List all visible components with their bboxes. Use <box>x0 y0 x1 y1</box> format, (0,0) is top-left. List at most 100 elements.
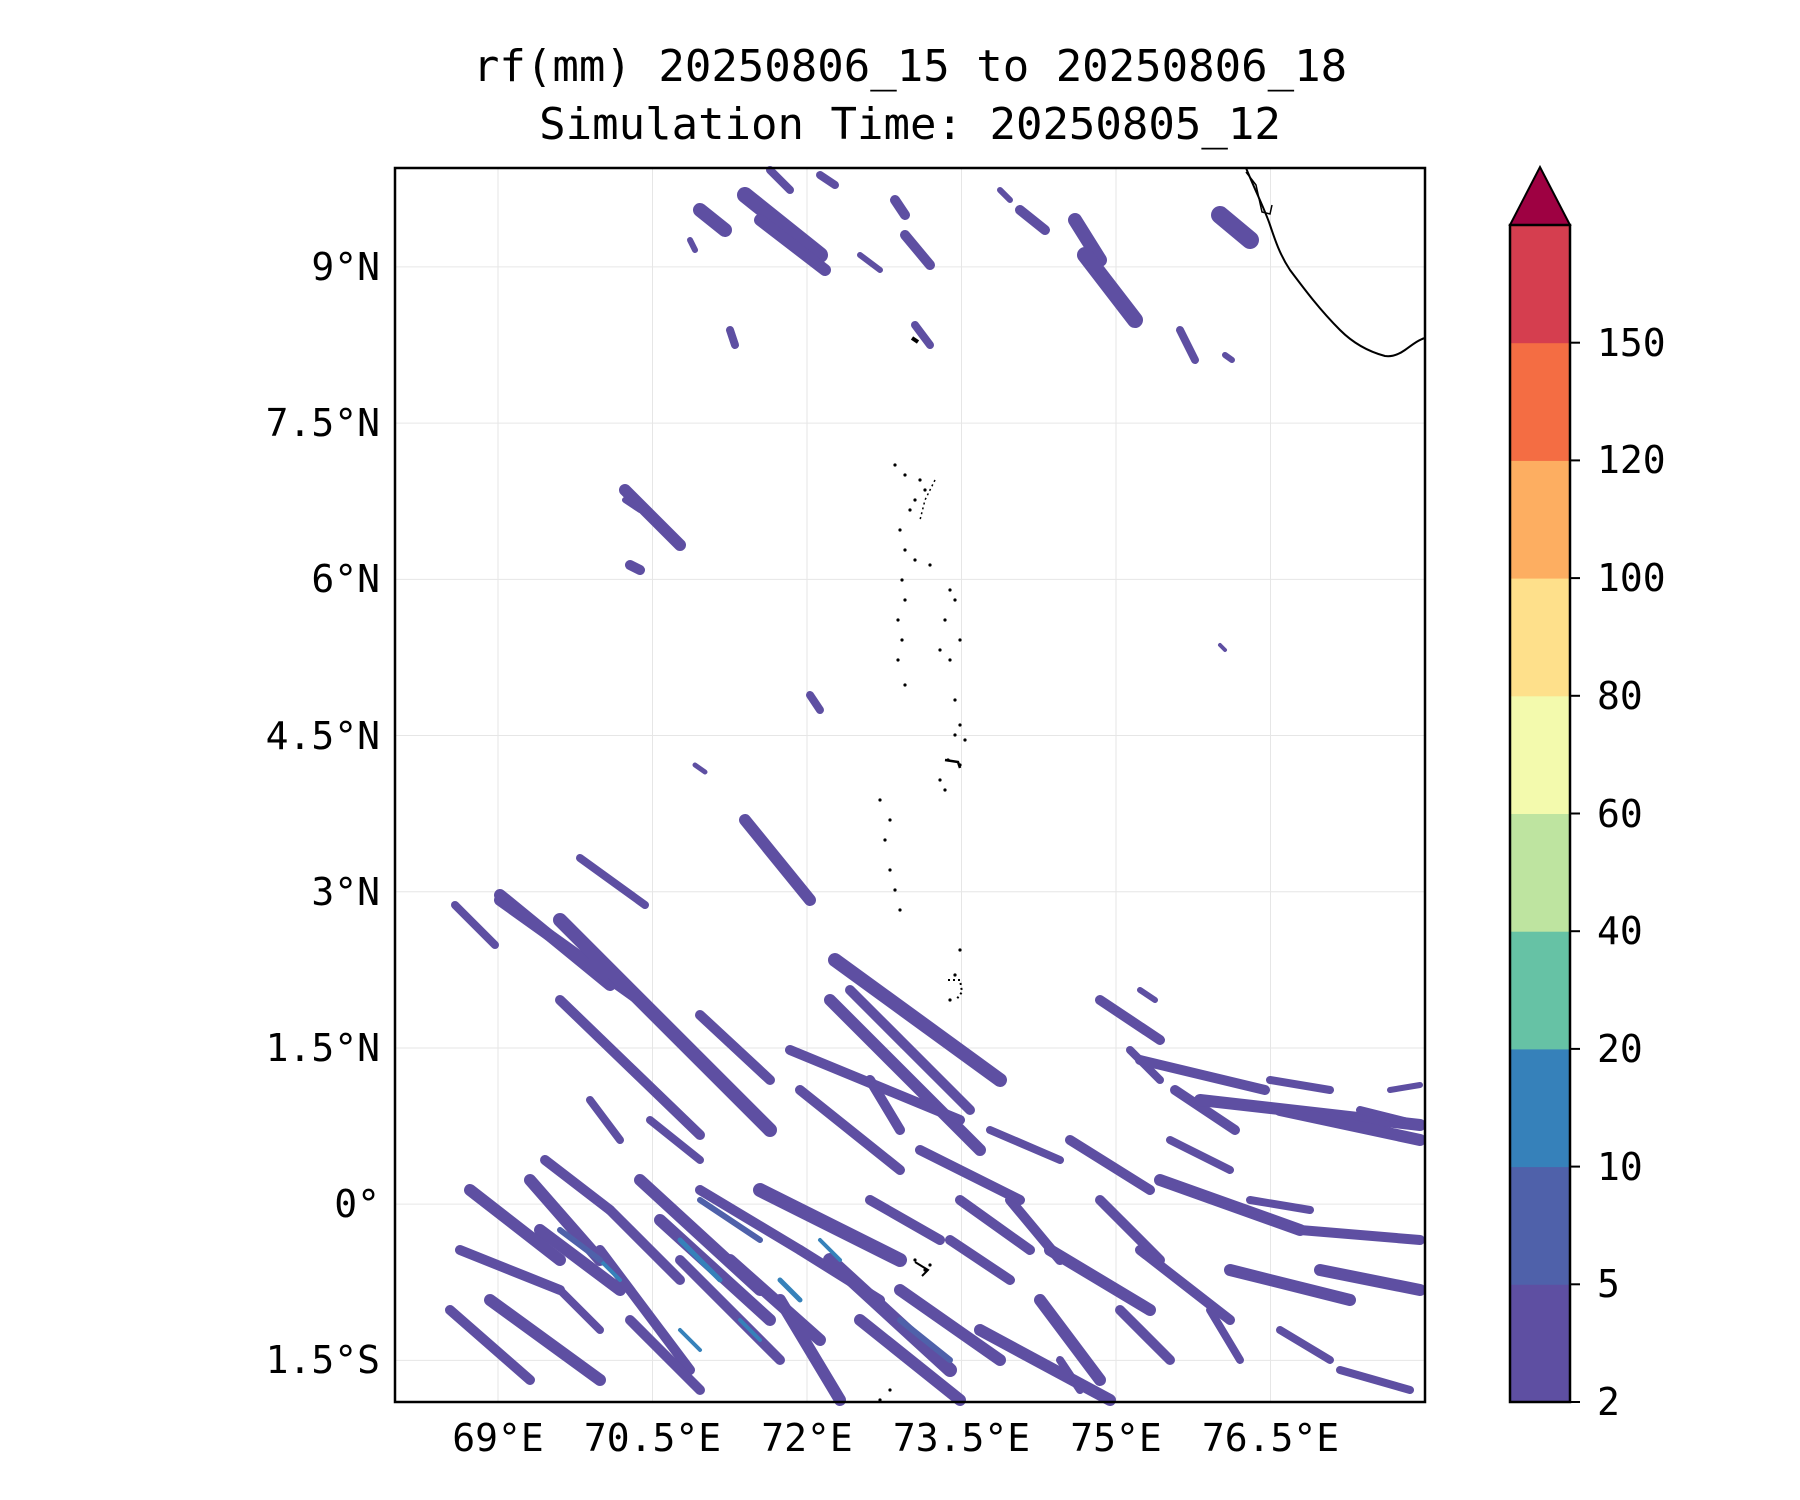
rain-streak <box>625 1315 705 1395</box>
rain-streak <box>451 901 499 949</box>
rain-streak <box>1176 326 1199 364</box>
rain-streak <box>697 1197 763 1243</box>
lon-tick-label: 72°E <box>761 1416 853 1460</box>
island-marker <box>888 818 892 822</box>
island-marker <box>943 618 947 622</box>
rain-streak <box>1056 1356 1084 1394</box>
island-marker <box>953 733 957 737</box>
rainfall-contours <box>445 166 1426 1406</box>
island-marker <box>913 498 917 502</box>
lat-tick-label: 4.5°N <box>265 713 380 758</box>
rain-streak <box>695 1010 775 1085</box>
rain-streak <box>1044 1244 1156 1316</box>
atoll-outline <box>944 758 962 769</box>
colorbar-segment <box>1510 342 1570 461</box>
rain-streak <box>1246 1196 1314 1214</box>
rain-streak <box>693 203 732 237</box>
rain-streak <box>955 1195 1035 1255</box>
island-marker <box>948 588 952 592</box>
lon-tick-label: 75°E <box>1070 1416 1162 1460</box>
rain-streak <box>894 1284 1006 1366</box>
lat-tick-label: 3°N <box>311 869 380 914</box>
rain-streak <box>695 1185 805 1255</box>
rain-streak <box>622 497 643 513</box>
rain-streak <box>824 994 986 1156</box>
rain-streak <box>553 913 777 1137</box>
rain-streak <box>897 1317 953 1363</box>
rain-streak <box>455 1245 565 1295</box>
rain-streak <box>540 1155 615 1215</box>
rain-streak <box>677 1237 723 1283</box>
rain-streak <box>766 166 794 194</box>
rain-streak <box>1218 643 1227 652</box>
rain-streak <box>795 1085 905 1175</box>
colorbar-tick-label: 5 <box>1597 1262 1620 1307</box>
rain-streak <box>1077 247 1143 328</box>
island-marker <box>913 558 917 562</box>
lat-tick-label: 0° <box>334 1182 380 1227</box>
rain-streak <box>828 953 1007 1087</box>
lon-tick-label: 73.5°E <box>892 1416 1031 1460</box>
lat-tick-label: 6°N <box>311 557 380 602</box>
rain-streak <box>1068 213 1107 267</box>
island-marker <box>903 473 907 477</box>
rain-streak <box>777 1277 803 1303</box>
rain-streak <box>1266 1076 1334 1094</box>
colorbar-segment <box>1510 578 1570 697</box>
island-marker <box>898 528 902 532</box>
lagoon-coastline <box>1245 171 1273 215</box>
map-frame <box>393 166 1427 1404</box>
rain-streak <box>1135 1245 1235 1325</box>
colorbar-segment <box>1510 1048 1570 1168</box>
island-marker <box>948 658 952 662</box>
island-marker <box>893 463 897 467</box>
rain-streak <box>1274 1104 1426 1146</box>
colorbar-tick-label: 2 <box>1597 1380 1620 1424</box>
rain-streak <box>654 1214 776 1326</box>
island-marker <box>898 908 902 912</box>
rain-streak <box>785 1045 965 1125</box>
lon-tick-label: 70.5°E <box>583 1416 722 1460</box>
rain-streak <box>774 1294 846 1406</box>
rain-streak <box>854 1314 966 1406</box>
coastlines <box>878 167 1426 1402</box>
rain-streak <box>845 985 975 1115</box>
rain-streak <box>445 1305 535 1385</box>
rain-streak <box>900 230 935 270</box>
rain-streak <box>754 214 831 276</box>
rain-streak <box>816 171 839 189</box>
rain-streak <box>974 1324 1116 1406</box>
island-marker <box>896 618 900 622</box>
island-marker <box>928 1263 932 1267</box>
colorbar-segment <box>1510 460 1570 579</box>
island-marker <box>923 488 927 492</box>
rain-streak <box>1115 1305 1175 1365</box>
rain-streak <box>1387 1082 1423 1093</box>
rain-streak <box>1336 1366 1414 1394</box>
island-marker <box>938 778 942 782</box>
atoll-outline <box>948 979 964 1001</box>
island-marker <box>896 658 900 662</box>
rain-streak <box>1224 1264 1356 1306</box>
rain-streak <box>1137 987 1158 1003</box>
rain-streak <box>576 854 649 909</box>
colorbar-segment <box>1510 1166 1570 1285</box>
rain-streak <box>678 1328 702 1352</box>
rain-streak <box>675 1255 785 1365</box>
atoll-outline <box>914 1261 930 1277</box>
lat-tick-label: 7.5°N <box>265 401 380 446</box>
colorbar-tick-label: 150 <box>1597 320 1666 365</box>
island-marker <box>888 868 892 872</box>
rain-streak <box>646 1116 704 1164</box>
colorbar-tick-label: 10 <box>1597 1144 1643 1189</box>
rain-streak <box>484 1294 606 1386</box>
rain-streak <box>1222 352 1235 363</box>
india-coastline <box>1245 167 1426 358</box>
rain-streak <box>625 560 645 575</box>
rain-streak <box>1095 995 1165 1045</box>
colorbar-segment <box>1510 813 1570 932</box>
island-marker <box>900 638 904 642</box>
rain-streak <box>823 1253 957 1377</box>
rain-streak <box>1015 205 1050 235</box>
figure-title-line1: rf(mm) 20250806_15 to 20250806_18 <box>472 41 1348 92</box>
